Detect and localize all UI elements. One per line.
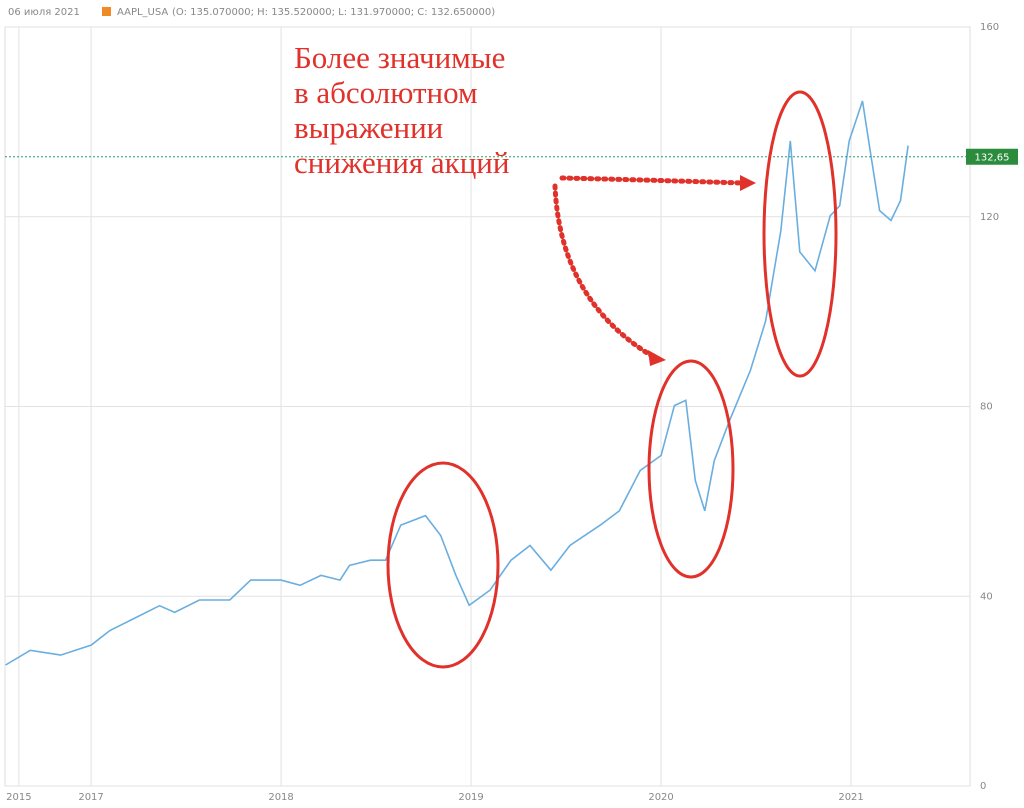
- y-tick-label: 80: [980, 402, 993, 413]
- ellipse: [386, 461, 500, 669]
- highlights: [386, 90, 838, 669]
- x-tick-label: 2015: [6, 792, 31, 803]
- legend-marker: [102, 7, 111, 16]
- last-price-label: 132,65: [975, 153, 1010, 164]
- last-price-box: [966, 148, 1018, 165]
- price-line: [5, 100, 909, 666]
- annotation-line: снижения акций: [294, 145, 510, 180]
- y-tick-label: 40: [980, 591, 993, 602]
- x-tick-label: 2021: [838, 792, 863, 803]
- annotation-line: выражении: [294, 110, 443, 145]
- ellipse: [762, 90, 838, 378]
- header-info: (O: 135.070000; H: 135.520000; L: 131.97…: [172, 7, 495, 18]
- annotation-line: Более значимые: [294, 40, 505, 75]
- annotation-line: в абсолютном: [294, 75, 478, 110]
- arrow: [559, 175, 745, 186]
- x-tick-label: 2017: [78, 792, 103, 803]
- arrowhead: [648, 350, 666, 366]
- y-tick-label: 0: [980, 781, 986, 792]
- legend-name: AAPL_USA: [117, 7, 168, 18]
- arrowhead: [740, 175, 756, 191]
- y-tick-label: 160: [980, 22, 999, 33]
- y-tick-label: 120: [980, 212, 999, 223]
- x-tick-label: 2020: [648, 792, 673, 803]
- header-date: 06 июля 2021: [8, 7, 80, 18]
- x-tick-label: 2019: [458, 792, 483, 803]
- x-tick-label: 2018: [268, 792, 293, 803]
- arrow: [552, 183, 655, 359]
- ellipse: [647, 359, 735, 579]
